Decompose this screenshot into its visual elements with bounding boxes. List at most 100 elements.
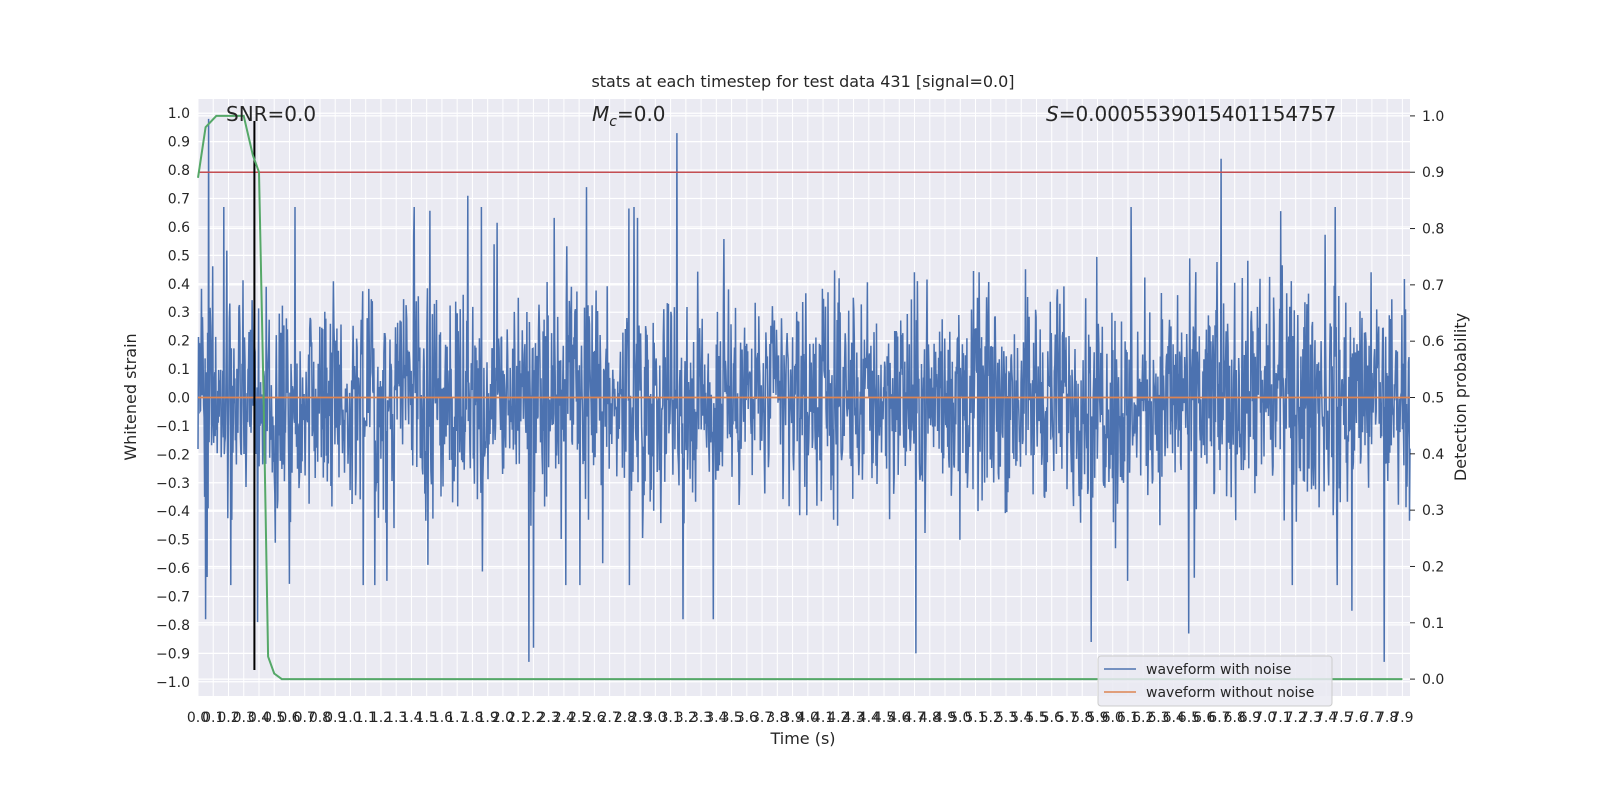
x-tick-label: 0.1 (202, 710, 224, 726)
x-tick-label: 6.9 (1239, 710, 1261, 726)
x-tick-label: 5.3 (995, 710, 1017, 726)
x-tick-label: 5.7 (1056, 710, 1078, 726)
x-tick-label: 6.7 (1208, 710, 1230, 726)
x-tick-label: 3.7 (751, 710, 773, 726)
y-axis-left: −1.0 −0.9 −0.8 −0.7 −0.6 −0.5 −0.4 −0.3 −0.2 −0.1… (156, 106, 190, 691)
y-right-tick-label: 1.0 (1422, 109, 1444, 125)
x-tick-label: 0.5 (263, 710, 285, 726)
x-tick-label: 2.1 (507, 710, 529, 726)
x-tick-label: 1.6 (431, 710, 453, 726)
y-tick-label: −0.4 (156, 504, 190, 520)
x-tick-label: 0.2 (217, 710, 239, 726)
y-right-tick-label: 0.8 (1422, 222, 1444, 238)
y-tick-label: −0.6 (156, 561, 190, 577)
snr-annotation: SNR=0.0 (226, 102, 316, 126)
x-tick-label: 1.9 (477, 710, 499, 726)
x-tick-label: 0.8 (309, 710, 331, 726)
y-right-tick-label: 0.9 (1422, 165, 1444, 181)
x-tick-label: 1.4 (400, 710, 422, 726)
x-tick-label: 4.8 (919, 710, 941, 726)
x-tick-label: 5.4 (1010, 710, 1032, 726)
x-tick-label: 2.5 (568, 710, 590, 726)
x-tick-label: 0.3 (233, 710, 255, 726)
x-tick-label: 0.4 (248, 710, 270, 726)
x-tick-label: 1.3 (385, 710, 407, 726)
x-tick-label: 4.5 (873, 710, 895, 726)
y-tick-label: 0.0 (168, 391, 190, 407)
x-tick-label: 2.2 (522, 710, 544, 726)
legend-label-with-noise: waveform with noise (1146, 662, 1291, 678)
y-tick-label: 0.4 (168, 277, 190, 293)
x-tick-label: 7.0 (1254, 710, 1276, 726)
y-right-tick-label: 0.0 (1422, 672, 1444, 688)
chirp-mass-value: =0.0 (617, 102, 666, 126)
y-tick-label: 0.5 (168, 248, 190, 264)
x-tick-label: 2.6 (583, 710, 605, 726)
x-tick-label: 2.8 (614, 710, 636, 726)
x-tick-label: 0.9 (324, 710, 346, 726)
x-axis: 0.00.10.20.30.40.50.60.70.80.91.01.11.21… (187, 710, 1414, 726)
x-tick-label: 1.5 (416, 710, 438, 726)
x-tick-label: 6.0 (1102, 710, 1124, 726)
s-symbol: S (1046, 102, 1059, 126)
x-tick-label: 7.8 (1376, 710, 1398, 726)
y-tick-label: −0.3 (156, 476, 190, 492)
x-tick-label: 3.4 (705, 710, 727, 726)
x-tick-label: 5.9 (1086, 710, 1108, 726)
x-tick-label: 5.5 (1025, 710, 1047, 726)
legend-label-without-noise: waveform without noise (1146, 685, 1314, 701)
y-tick-label: 0.8 (168, 163, 190, 179)
y-tick-label: −0.8 (156, 618, 190, 634)
x-tick-label: 4.6 (888, 710, 910, 726)
x-tick-label: 7.6 (1346, 710, 1368, 726)
x-tick-label: 3.9 (781, 710, 803, 726)
waveform-with-noise-line (197, 118, 1411, 662)
x-tick-label: 5.8 (1071, 710, 1093, 726)
x-tick-label: 7.2 (1285, 710, 1307, 726)
y-right-tick-label: 0.6 (1422, 334, 1444, 350)
x-tick-label: 7.4 (1315, 710, 1337, 726)
x-tick-label: 1.0 (339, 710, 361, 726)
x-tick-label: 1.2 (370, 710, 392, 726)
x-tick-label: 3.1 (659, 710, 681, 726)
x-tick-label: 3.0 (644, 710, 666, 726)
y-tick-label: 0.7 (168, 192, 190, 208)
chirp-mass-annotation: Mc=0.0 (592, 102, 666, 130)
x-tick-label: 3.8 (766, 710, 788, 726)
y-tick-label: 1.0 (168, 106, 190, 122)
x-tick-label: 2.0 (492, 710, 514, 726)
x-tick-label: 5.6 (1041, 710, 1063, 726)
y-right-tick-label: 0.4 (1422, 447, 1444, 463)
x-tick-label: 4.9 (934, 710, 956, 726)
x-tick-label: 4.4 (858, 710, 880, 726)
y-tick-label: 0.1 (168, 362, 190, 378)
x-tick-label: 2.3 (538, 710, 560, 726)
x-tick-label: 6.4 (1163, 710, 1185, 726)
x-tick-label: 0.6 (278, 710, 300, 726)
x-tick-label: 7.9 (1391, 710, 1413, 726)
x-tick-label: 4.0 (797, 710, 819, 726)
legend: waveform with noise waveform without noi… (1097, 655, 1333, 707)
y-right-tick-label: 0.5 (1422, 391, 1444, 407)
legend-box (1097, 655, 1333, 707)
x-tick-label: 0.0 (187, 710, 209, 726)
x-tick-label: 2.9 (629, 710, 651, 726)
x-tick-label: 4.7 (903, 710, 925, 726)
x-tick-label: 7.1 (1269, 710, 1291, 726)
x-tick-label: 1.1 (355, 710, 377, 726)
y-right-tick-label: 0.3 (1422, 503, 1444, 519)
y-tick-label: 0.3 (168, 305, 190, 321)
y-tick-label: −0.7 (156, 590, 190, 606)
y-tick-label: 0.9 (168, 135, 190, 151)
x-tick-label: 6.6 (1193, 710, 1215, 726)
x-tick-label: 5.2 (980, 710, 1002, 726)
x-tick-label: 6.5 (1178, 710, 1200, 726)
y-tick-label: −1.0 (156, 675, 190, 691)
x-tick-label: 2.7 (598, 710, 620, 726)
chart-title: stats at each timestep for test data 431… (591, 72, 1014, 91)
detection-probability-line (197, 114, 1403, 681)
s-value: =0.0005539015401154757 (1059, 102, 1337, 126)
waveform-with-noise-series (197, 118, 1411, 662)
y-axis-label-left: Whitened strain (121, 333, 140, 460)
